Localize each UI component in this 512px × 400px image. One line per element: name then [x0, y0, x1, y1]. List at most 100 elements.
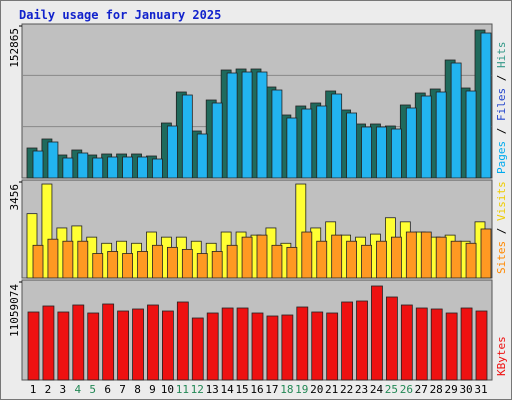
bar [316, 105, 328, 179]
legend-entry: KBytes [495, 336, 508, 376]
legend-entry: Files [495, 88, 508, 121]
bar [236, 307, 249, 381]
bar [450, 62, 462, 179]
bar [295, 183, 307, 279]
bar [62, 240, 74, 279]
bar [152, 244, 163, 279]
bar [256, 71, 268, 179]
bar [181, 94, 193, 179]
bar [191, 317, 204, 381]
bar [47, 238, 59, 279]
bar [361, 126, 372, 179]
bar [32, 244, 44, 279]
bar [117, 310, 129, 381]
bar [271, 244, 283, 279]
legend-entry: Pages [495, 141, 508, 174]
bar [286, 117, 298, 179]
bar [435, 91, 447, 179]
bar [107, 251, 119, 279]
x-tick-label: 15 [235, 383, 248, 396]
bar [385, 296, 398, 381]
bar [341, 301, 354, 381]
bar [147, 304, 159, 381]
bar [480, 228, 492, 279]
bar [405, 231, 417, 279]
bar [371, 285, 383, 381]
x-tick-label: 7 [119, 383, 126, 396]
y-tick-label: 152865 [8, 28, 21, 68]
bar [331, 93, 343, 179]
bar [465, 90, 477, 179]
x-tick-label: 24 [370, 383, 384, 396]
bar [445, 312, 458, 381]
bar [256, 234, 268, 279]
legend-separator: / [495, 68, 508, 88]
bar [62, 157, 74, 179]
bar [356, 300, 368, 381]
x-tick-label: 26 [400, 383, 413, 396]
bar [266, 315, 279, 381]
x-tick-label: 11 [176, 383, 189, 396]
x-tick-label: 12 [191, 383, 204, 396]
x-tick-label: 14 [221, 383, 235, 396]
bar [87, 312, 100, 381]
bar [72, 304, 85, 381]
bar [122, 253, 133, 279]
x-tick-label: 19 [295, 383, 308, 396]
bar [152, 158, 163, 179]
bar [137, 156, 148, 179]
bar [286, 246, 298, 279]
bar [196, 253, 208, 279]
bar [271, 89, 283, 179]
bar [181, 248, 193, 279]
x-tick-label: 9 [149, 383, 156, 396]
x-tick-label: 28 [430, 383, 443, 396]
bar [475, 310, 488, 381]
bar [166, 125, 178, 179]
bar [176, 301, 189, 381]
bar [460, 307, 473, 381]
bar [376, 240, 387, 279]
bar [296, 306, 309, 381]
y-tick-label: 3456 [8, 184, 21, 211]
x-tick-label: 29 [445, 383, 458, 396]
x-tick-label: 21 [325, 383, 338, 396]
bar [196, 133, 208, 179]
bar [122, 156, 133, 179]
bar [390, 128, 402, 179]
bar [166, 246, 178, 279]
y-tick-label: 11059074 [8, 284, 21, 337]
x-tick-label: 5 [89, 383, 96, 396]
x-tick-label: 23 [355, 383, 368, 396]
x-tick-label: 30 [459, 383, 472, 396]
bar [102, 303, 115, 381]
legend: Sites / Visits [495, 181, 508, 274]
bar [27, 311, 40, 381]
bar [241, 236, 253, 279]
bar [57, 311, 70, 381]
bar [311, 311, 324, 381]
bar [92, 253, 104, 279]
bar [42, 305, 55, 381]
bar [92, 157, 104, 179]
x-tick-label: 2 [45, 383, 52, 396]
bar [465, 242, 477, 279]
bar [435, 236, 447, 279]
x-tick-label: 10 [161, 383, 174, 396]
x-tick-label: 25 [385, 383, 398, 396]
bar [221, 307, 234, 381]
bar [41, 183, 53, 279]
legend-entry: Visits [495, 181, 508, 221]
bar [316, 240, 328, 279]
legend: Pages / Files / Hits [495, 42, 508, 175]
x-tick-label: 22 [340, 383, 353, 396]
legend-entry: Hits [495, 42, 508, 69]
bar [281, 314, 294, 381]
bar [206, 312, 219, 381]
x-tick-label: 3 [60, 383, 67, 396]
x-tick-label: 27 [415, 383, 428, 396]
bar [211, 102, 223, 179]
bar [226, 72, 238, 179]
